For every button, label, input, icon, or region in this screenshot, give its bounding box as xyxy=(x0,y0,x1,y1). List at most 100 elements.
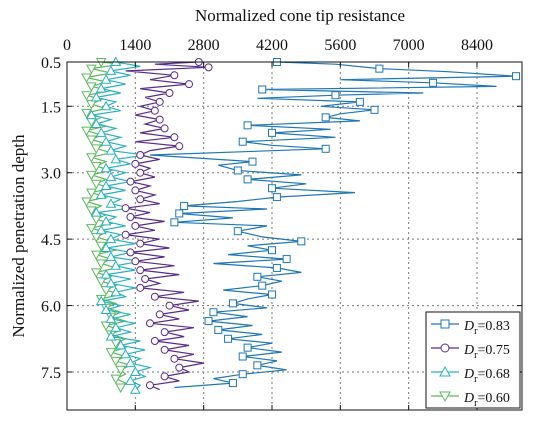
data-point-triangle-up xyxy=(129,384,141,394)
plot-frame xyxy=(66,61,523,411)
y-tick-label: 1.5 xyxy=(41,99,61,116)
data-point-triangle-up xyxy=(90,91,102,102)
data-point-circle xyxy=(121,204,130,213)
data-point-triangle-up xyxy=(105,233,117,244)
data-point-triangle-down xyxy=(81,91,92,101)
data-point-square xyxy=(331,91,340,100)
data-point-square xyxy=(238,352,247,361)
data-point-circle xyxy=(175,142,184,151)
data-point-triangle-down xyxy=(86,206,97,216)
data-point-circle xyxy=(185,80,194,89)
x-tick-label: 1400 xyxy=(119,37,151,54)
data-point-square xyxy=(204,317,213,326)
data-point-triangle-down xyxy=(86,188,97,199)
legend-label: Dr=0.60 xyxy=(463,391,510,409)
data-point-square xyxy=(355,97,364,106)
data-point-circle xyxy=(160,372,169,381)
data-point-square xyxy=(258,85,267,94)
x-tick-label: 0 xyxy=(63,37,71,54)
data-point-square xyxy=(440,319,450,329)
data-point-circle xyxy=(145,319,154,328)
data-point-square xyxy=(238,370,247,379)
data-point-triangle-up xyxy=(90,118,102,128)
data-point-circle xyxy=(136,168,145,177)
x-tick-label: 2800 xyxy=(188,37,220,54)
data-point-triangle-down xyxy=(439,391,451,403)
data-point-triangle-down xyxy=(90,268,102,278)
data-point-triangle-up xyxy=(95,127,107,137)
data-point-square xyxy=(243,175,252,184)
data-point-square xyxy=(175,209,184,218)
data-point-triangle-down xyxy=(86,135,97,146)
data-point-triangle-up xyxy=(105,313,117,323)
legend-label: Dr=0.68 xyxy=(463,367,510,385)
data-point-circle xyxy=(440,343,450,353)
data-point-circle xyxy=(170,71,179,80)
data-point-square xyxy=(297,237,306,246)
data-point-square xyxy=(253,361,262,370)
data-point-square xyxy=(228,379,237,388)
data-point-circle xyxy=(131,221,140,230)
data-point-triangle-down xyxy=(86,100,97,110)
data-point-square xyxy=(375,64,384,73)
data-point-triangle-down xyxy=(100,321,112,332)
data-point-square xyxy=(224,334,233,343)
tick-layer: 0 1400 2800 4200 5600 7000 8400 0.5 1.5 3.0 4.5 6.0… xyxy=(41,37,522,410)
data-point-triangle-down xyxy=(81,73,92,84)
data-point-triangle-up xyxy=(95,295,107,306)
data-point-triangle-up xyxy=(105,331,117,341)
data-point-triangle-up xyxy=(125,375,136,385)
data-point-circle xyxy=(160,124,169,133)
data-point-circle xyxy=(136,266,145,275)
data-point-circle xyxy=(126,213,135,221)
data-point-square xyxy=(243,343,252,352)
data-point-square xyxy=(248,157,257,166)
data-point-triangle-up xyxy=(100,242,112,252)
series-line xyxy=(125,61,209,391)
legend-label: Dr=0.83 xyxy=(463,319,510,337)
data-point-triangle-up xyxy=(86,109,97,120)
x-axis-title: Normalized cone tip resistance xyxy=(195,6,405,25)
data-point-circle xyxy=(150,292,159,301)
data-point-triangle-up xyxy=(110,153,122,164)
data-point-triangle-up xyxy=(105,65,117,75)
data-point-triangle-down xyxy=(81,126,92,137)
data-point-square xyxy=(233,166,242,175)
series-triangle-down xyxy=(81,58,133,394)
data-point-square xyxy=(272,193,281,202)
data-point-square xyxy=(321,144,330,153)
data-point-triangle-up xyxy=(100,180,112,190)
data-point-square xyxy=(214,325,223,334)
data-point-triangle-down xyxy=(100,286,112,296)
data-point-square xyxy=(429,78,438,87)
data-point-triangle-up xyxy=(100,100,112,111)
data-point-triangle-down xyxy=(115,383,127,394)
legend: Dr=0.83 Dr=0.75 Dr=0.68 Dr=0.60 xyxy=(425,311,521,409)
data-point-triangle-down xyxy=(90,232,102,243)
data-point-triangle-down xyxy=(110,339,122,349)
data-point-circle xyxy=(160,328,169,337)
data-point-circle xyxy=(155,97,164,106)
series-circle xyxy=(121,58,213,391)
data-point-triangle-up xyxy=(105,277,117,288)
data-point-triangle-up xyxy=(110,322,122,332)
data-point-triangle-up xyxy=(105,251,117,261)
data-point-circle xyxy=(155,310,164,319)
data-point-circle xyxy=(136,239,145,248)
data-point-triangle-down xyxy=(95,241,107,252)
y-tick-label: 4.5 xyxy=(41,232,61,249)
data-point-triangle-up xyxy=(100,269,112,279)
data-point-triangle-down xyxy=(86,82,97,92)
data-point-triangle-up xyxy=(439,365,451,377)
data-point-triangle-down xyxy=(86,170,97,181)
x-tick-label: 5600 xyxy=(324,37,356,54)
data-point-square xyxy=(268,184,276,193)
data-point-triangle-up xyxy=(90,207,102,217)
data-point-circle xyxy=(150,337,159,345)
data-point-triangle-down xyxy=(81,108,92,119)
data-point-triangle-up xyxy=(100,74,112,84)
data-point-circle xyxy=(136,151,145,159)
data-point-triangle-down xyxy=(90,250,102,261)
data-point-triangle-down xyxy=(105,348,117,358)
